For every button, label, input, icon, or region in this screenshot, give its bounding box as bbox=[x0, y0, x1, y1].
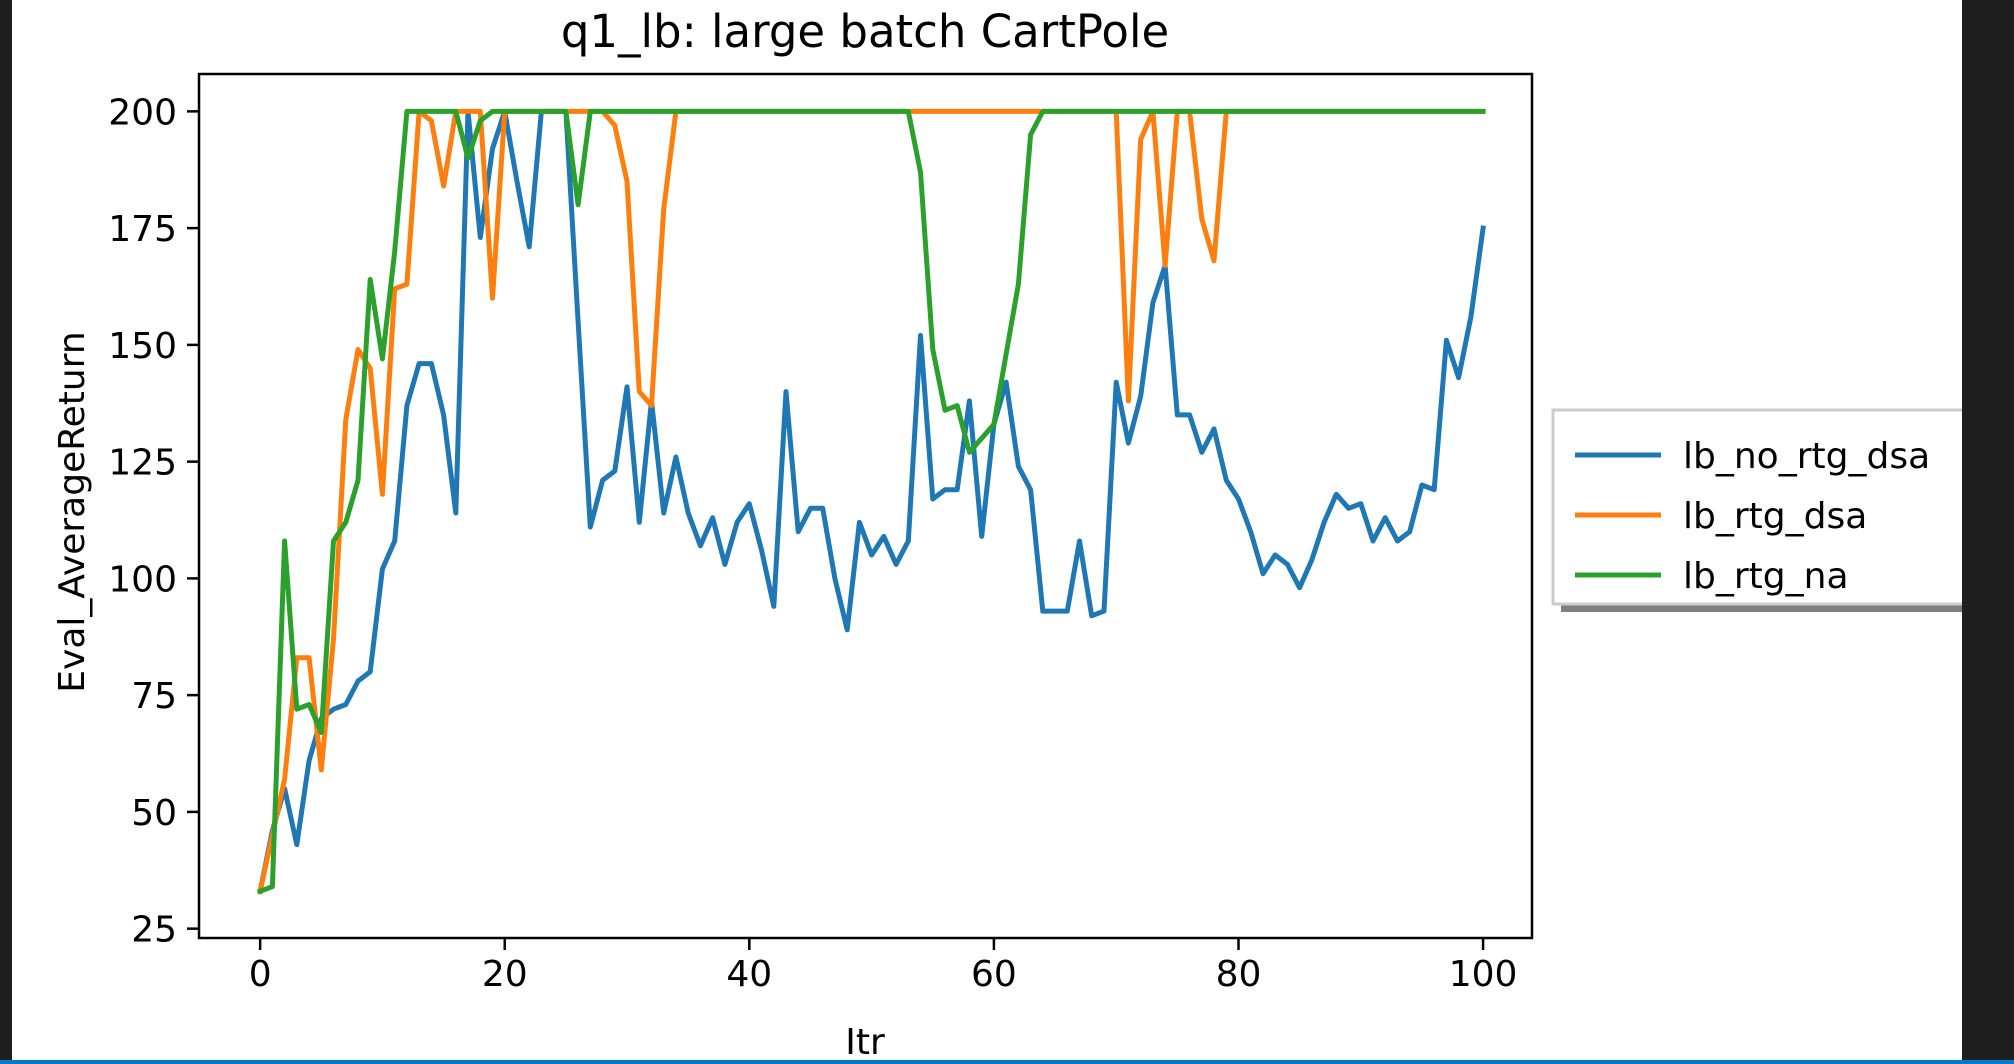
x-tick-label: 20 bbox=[482, 954, 528, 995]
legend-label-lb_rtg_dsa: lb_rtg_dsa bbox=[1683, 496, 1867, 537]
y-tick-label: 50 bbox=[131, 793, 177, 834]
y-tick-label: 125 bbox=[108, 443, 177, 484]
series-line-lb_rtg_na bbox=[256, 108, 1486, 895]
status-bar-edge bbox=[0, 1060, 2014, 1064]
x-tick-label: 40 bbox=[726, 954, 772, 995]
axes-frame bbox=[197, 72, 1534, 940]
x-tick-label: 80 bbox=[1216, 954, 1262, 995]
line-chart: q1_lb: large batch CartPole 0 20 40 60 80 100… bbox=[52, 5, 1978, 1063]
x-tick-label: 0 bbox=[249, 954, 272, 995]
legend-label-lb_rtg_na: lb_rtg_na bbox=[1683, 556, 1849, 597]
y-tick-label: 175 bbox=[108, 209, 177, 250]
series-line-lb_rtg_dsa bbox=[257, 108, 1486, 895]
x-tick-label: 60 bbox=[971, 954, 1017, 995]
legend: lb_no_rtg_dsa lb_rtg_dsa lb_rtg_na bbox=[1551, 408, 1978, 612]
x-axis-label: Itr bbox=[845, 1022, 885, 1060]
legend-label-lb_no_rtg_dsa: lb_no_rtg_dsa bbox=[1683, 436, 1930, 477]
y-tick-label: 200 bbox=[108, 92, 177, 133]
y-tick-label: 75 bbox=[131, 676, 177, 717]
y-axis-label: Eval_AverageReturn bbox=[52, 331, 93, 692]
y-tick-label: 100 bbox=[108, 559, 177, 600]
figure-canvas: q1_lb: large batch CartPole 0 20 40 60 80 100… bbox=[12, 0, 1978, 1063]
y-tick-label: 150 bbox=[108, 326, 177, 367]
plot-area: 0 20 40 60 80 100 25 50 75 100 125 150 175 200 bbox=[108, 72, 1534, 995]
series-line-lb_no_rtg_dsa bbox=[257, 108, 1486, 895]
chart-title: q1_lb: large batch CartPole bbox=[561, 5, 1169, 58]
y-tick-label: 25 bbox=[131, 910, 177, 951]
x-tick-label: 100 bbox=[1449, 954, 1518, 995]
